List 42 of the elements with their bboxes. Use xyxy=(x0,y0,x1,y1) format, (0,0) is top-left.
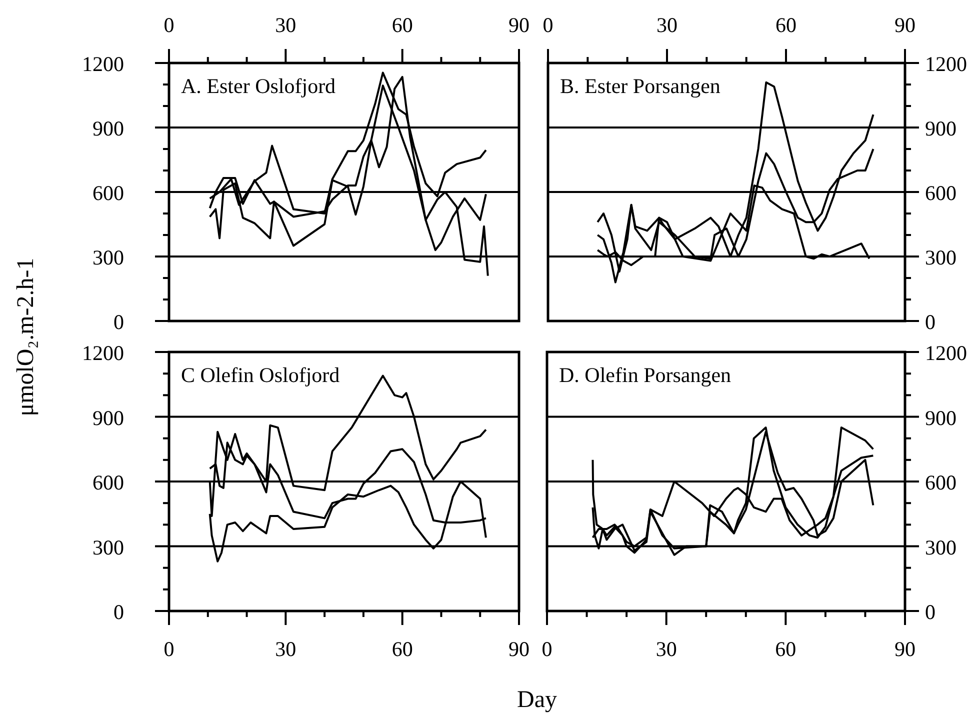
x-tick-label: 0 xyxy=(542,637,552,661)
x-tick-label: 90 xyxy=(508,13,530,37)
y-tick-label: 1200 xyxy=(925,52,967,76)
x-tick-label: 90 xyxy=(894,637,916,661)
x-tick-label: 60 xyxy=(392,13,413,37)
y-tick-label: 600 xyxy=(92,470,124,494)
y-tick-label: 1200 xyxy=(82,341,124,365)
x-tick-label: 90 xyxy=(508,637,530,661)
x-axis-title: Day xyxy=(517,687,557,713)
y-tick-label: 1200 xyxy=(82,52,124,76)
y-tick-label: 600 xyxy=(925,181,956,205)
x-tick-label: 60 xyxy=(775,637,796,661)
x-tick-label: 0 xyxy=(164,637,174,661)
y-tick-label: 600 xyxy=(92,181,124,205)
x-tick-label: 30 xyxy=(275,13,296,37)
x-tick-label: 30 xyxy=(656,13,678,37)
y-axis-title: μmolO₂.m-2.h-1 xyxy=(13,258,39,416)
text: D. Olefin Porsangen xyxy=(559,363,732,387)
x-tick-label: 0 xyxy=(542,13,554,37)
y-tick-label: 300 xyxy=(92,535,124,560)
y-tick-label: 0 xyxy=(925,310,936,334)
y-tick-label: 900 xyxy=(925,406,956,430)
x-tick-label: 90 xyxy=(894,13,916,37)
y-tick-label: 300 xyxy=(925,535,956,560)
text: A. Ester Oslofjord xyxy=(181,74,336,98)
y-tick-label: 300 xyxy=(925,246,956,270)
x-tick-label: 60 xyxy=(776,13,796,37)
text: B. Ester Porsangen xyxy=(560,74,721,98)
x-tick-label: 60 xyxy=(392,637,413,661)
x-tick-label: 0 xyxy=(164,13,174,37)
y-tick-label: 0 xyxy=(114,310,124,334)
y-tick-label: 900 xyxy=(92,406,124,430)
y-tick-label: 900 xyxy=(92,116,124,140)
y-tick-label: 0 xyxy=(114,600,124,624)
y-tick-label: 300 xyxy=(92,246,124,270)
y-tick-label: 1200 xyxy=(925,341,967,365)
text: C Olefin Oslofjord xyxy=(181,363,340,387)
y-tick-label: 900 xyxy=(925,116,956,140)
y-tick-label: 600 xyxy=(925,470,956,494)
y-tick-label: 0 xyxy=(925,600,936,624)
x-tick-label: 30 xyxy=(656,637,677,661)
x-tick-label: 30 xyxy=(275,637,296,661)
